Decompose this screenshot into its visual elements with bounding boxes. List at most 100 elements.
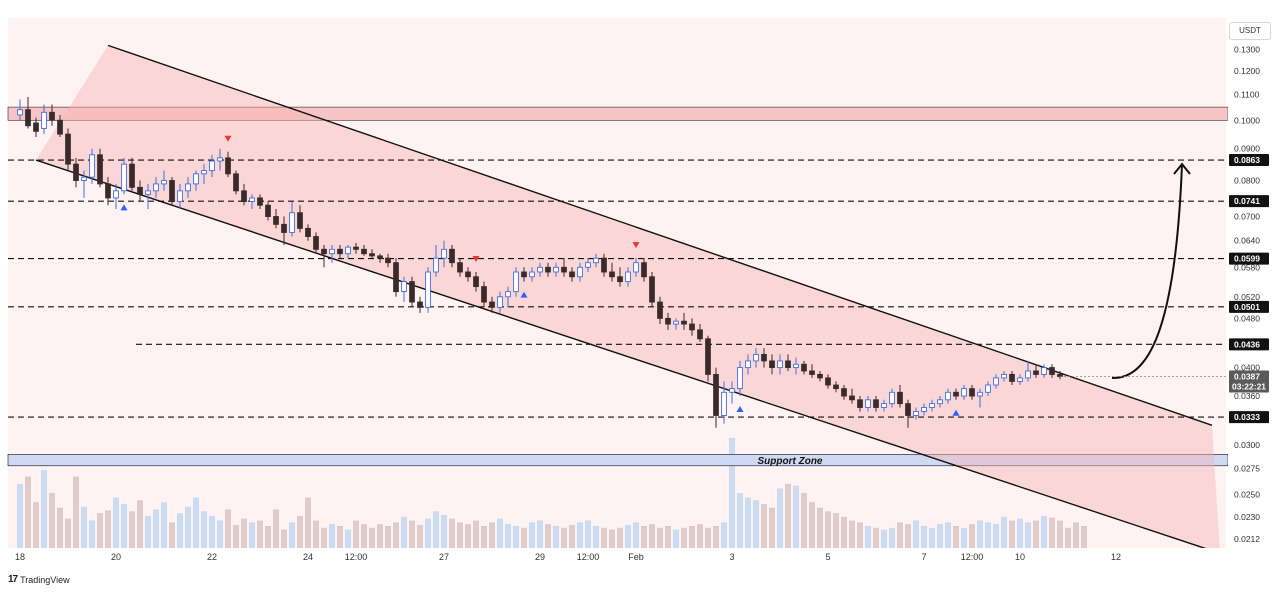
volume-bar: [945, 522, 951, 548]
candle-body: [761, 353, 767, 362]
candle-body: [817, 373, 823, 379]
candle-body: [857, 399, 863, 408]
volume-bar: [897, 522, 903, 548]
volume-bar: [553, 526, 559, 548]
volume-bar: [865, 526, 871, 548]
candle-body: [737, 367, 743, 390]
time-axis-background: [0, 548, 1228, 564]
price-tick-label: 0.0400: [1234, 363, 1260, 373]
candle-body: [313, 236, 319, 250]
candle-body: [73, 163, 79, 181]
candle-body: [745, 360, 751, 369]
time-axis[interactable]: 18 20 22 24 12:00 27 29 12:00 Feb 3 5 7 12:00 10 12: [0, 548, 1228, 564]
level-price-badge: [1229, 154, 1269, 167]
volume-bar: [273, 509, 279, 548]
sell-signal-triangle: [632, 242, 640, 249]
price-axis[interactable]: 0.1300 0.1200 0.1100 0.1000 0.0900 0.0800 0.07…: [1060, 0, 1280, 552]
volume-bar: [1081, 526, 1087, 548]
volume-bar: [73, 476, 79, 548]
candle-body: [353, 246, 359, 250]
price-tick-label: 0.0212: [1234, 534, 1260, 544]
volume-bar: [137, 500, 143, 548]
level-price-badge: [1229, 300, 1269, 313]
candle-body: [537, 266, 543, 273]
volume-bar: [329, 524, 335, 548]
level-price-badge: [1229, 252, 1269, 265]
buy-signal-triangle: [952, 409, 960, 416]
candle-body: [33, 122, 39, 132]
projection-arrow: [1111, 162, 1191, 379]
candle-body: [881, 403, 887, 408]
candle-body: [1033, 370, 1039, 375]
candle-body: [809, 370, 815, 375]
candle-body: [177, 190, 183, 203]
currency-selector[interactable]: USDT: [1229, 22, 1271, 40]
candle-body: [705, 338, 711, 375]
volume-bar: [657, 527, 663, 548]
candle-body: [905, 403, 911, 416]
volume-bar: [705, 527, 711, 548]
volume-bar: [665, 526, 671, 548]
candle-body: [617, 276, 623, 283]
time-tick-label: 10: [1015, 552, 1025, 562]
price-tick-label: 0.0250: [1234, 489, 1260, 499]
volume-bar: [449, 518, 455, 548]
tradingview-brand[interactable]: 17 TradingView: [8, 574, 70, 585]
volume-bar: [1065, 527, 1071, 548]
time-tick-label: 7: [921, 552, 926, 562]
candle-body: [345, 246, 351, 255]
candle-body: [641, 262, 647, 278]
candle-body: [481, 286, 487, 303]
price-tick-label: 0.0520: [1234, 292, 1260, 302]
tradingview-logo-icon: 17: [8, 574, 18, 585]
candle-body: [889, 391, 895, 405]
candle-body: [297, 212, 303, 229]
projection-arrowhead: [1173, 162, 1191, 175]
volume-bar: [129, 511, 135, 548]
volume-bar: [465, 524, 471, 548]
volume-bar: [497, 518, 503, 548]
volume-bar: [593, 526, 599, 548]
channel-fill: [36, 45, 1220, 554]
volume-bar: [513, 526, 519, 548]
candle-body: [401, 281, 407, 293]
volume-bar: [377, 524, 383, 548]
volume-bar: [57, 507, 63, 548]
volume-bar: [441, 515, 447, 548]
volume-bar: [257, 520, 263, 548]
brand-name: TradingView: [20, 574, 70, 585]
volume-bar: [1073, 522, 1079, 548]
candle-body: [273, 216, 279, 225]
candle-body: [513, 271, 519, 293]
volume-bar: [97, 513, 103, 548]
volume-bar: [713, 526, 719, 548]
buy-signal-triangle: [736, 406, 744, 413]
volume-bar: [809, 502, 815, 548]
candle-body: [65, 133, 71, 165]
candle-body: [969, 388, 975, 397]
volume-bar: [729, 438, 735, 548]
volume-bar: [1017, 518, 1023, 548]
volume-bar: [25, 476, 31, 548]
volume-bar: [1025, 522, 1031, 548]
candle-body: [577, 266, 583, 278]
candle-body: [529, 271, 535, 278]
candle-body: [1041, 367, 1047, 375]
volume-bar: [761, 504, 767, 548]
candle-body: [17, 109, 23, 116]
volume-bar: [177, 513, 183, 548]
volume-bar: [753, 500, 759, 548]
volume-bar: [249, 522, 255, 548]
volume-bar: [641, 526, 647, 548]
volume-bar: [201, 511, 207, 548]
zones-layer: Support Zone: [7, 106, 1229, 467]
candle-body: [169, 180, 175, 203]
volume-bar: [817, 507, 823, 548]
candle-body: [385, 257, 391, 264]
price-tick-label: 0.0230: [1234, 512, 1260, 522]
volume-bar: [321, 527, 327, 548]
level-price-badge-label: 0.0333: [1234, 412, 1260, 422]
volume-bar: [409, 520, 415, 548]
time-tick-label: 22: [207, 552, 217, 562]
